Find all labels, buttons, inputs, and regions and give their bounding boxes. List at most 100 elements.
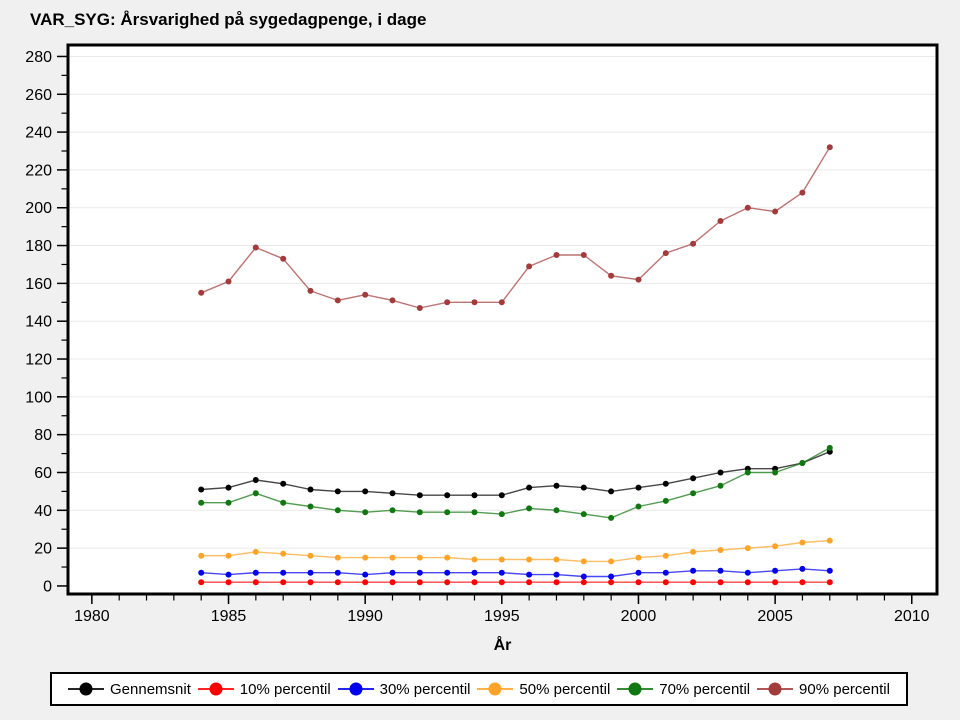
data-point bbox=[444, 569, 451, 576]
data-point bbox=[471, 579, 478, 586]
data-point bbox=[334, 488, 341, 495]
series-70-percentil bbox=[198, 444, 833, 521]
data-point bbox=[526, 505, 533, 512]
legend-marker-icon bbox=[477, 682, 514, 696]
y-tick-label: 80 bbox=[34, 427, 52, 444]
data-point bbox=[444, 299, 451, 306]
data-point bbox=[225, 579, 232, 586]
y-tick-label: 200 bbox=[25, 200, 52, 217]
data-point bbox=[307, 486, 314, 493]
data-point bbox=[334, 297, 341, 304]
data-point bbox=[717, 218, 724, 224]
data-point bbox=[471, 509, 478, 516]
y-tick-label: 220 bbox=[25, 162, 52, 179]
data-point bbox=[280, 550, 287, 557]
x-tick-label: 1985 bbox=[211, 608, 247, 625]
data-point bbox=[334, 507, 341, 514]
legend-item-90-percentil: 90% percentil bbox=[757, 681, 890, 698]
data-point bbox=[280, 579, 287, 586]
data-point bbox=[471, 569, 478, 576]
data-point bbox=[580, 558, 587, 565]
data-point bbox=[580, 579, 587, 586]
y-tick-label: 280 bbox=[25, 49, 52, 66]
data-point bbox=[362, 571, 369, 578]
data-point bbox=[580, 252, 587, 258]
x-axis: 1980 1985 1990 1995 2000 2005 2010 bbox=[74, 595, 930, 625]
y-tick-label: 100 bbox=[25, 389, 52, 406]
data-point bbox=[717, 547, 724, 553]
data-point bbox=[252, 477, 259, 483]
data-point bbox=[416, 554, 423, 561]
data-point bbox=[225, 552, 232, 559]
data-point bbox=[526, 263, 533, 270]
data-point bbox=[717, 579, 724, 586]
data-point bbox=[717, 469, 724, 476]
data-point bbox=[526, 571, 533, 578]
data-point bbox=[662, 579, 669, 586]
data-point bbox=[444, 492, 451, 499]
data-point bbox=[389, 579, 396, 586]
data-point bbox=[744, 204, 751, 211]
legend-marker-icon bbox=[197, 682, 234, 696]
data-point bbox=[635, 484, 642, 491]
series-90-percentil bbox=[198, 144, 833, 311]
plot-area: 0 20 40 60 80 100 120 140 160 180 200 220 240 260 280 1… bbox=[25, 43, 939, 625]
y-tick-label: 40 bbox=[34, 503, 52, 520]
data-point bbox=[280, 255, 287, 262]
data-point bbox=[416, 305, 423, 311]
data-point bbox=[252, 579, 259, 586]
legend-marker-icon bbox=[617, 682, 654, 696]
data-point bbox=[799, 539, 806, 546]
data-point bbox=[608, 514, 615, 521]
chart-title: VAR_SYG: Årsvarighed på sygedagpenge, i … bbox=[30, 10, 427, 29]
x-tick-label: 1980 bbox=[74, 608, 110, 625]
data-point bbox=[252, 490, 259, 497]
data-point bbox=[252, 244, 259, 251]
data-point bbox=[362, 488, 369, 495]
gridlines bbox=[70, 55, 935, 549]
data-point bbox=[444, 554, 451, 561]
data-point bbox=[389, 569, 396, 576]
data-point bbox=[198, 486, 205, 493]
data-point bbox=[662, 480, 669, 487]
x-tick-label: 2000 bbox=[621, 608, 657, 625]
data-point bbox=[608, 558, 615, 565]
data-point bbox=[772, 469, 779, 476]
data-point bbox=[362, 579, 369, 586]
data-point bbox=[416, 579, 423, 586]
data-point bbox=[690, 567, 697, 574]
series-50-percentil bbox=[198, 537, 833, 565]
data-point bbox=[744, 569, 751, 576]
data-point bbox=[389, 507, 396, 514]
legend-label: 90% percentil bbox=[799, 680, 890, 698]
data-point bbox=[553, 556, 560, 563]
y-tick-label: 120 bbox=[25, 352, 52, 369]
x-tick-label: 2010 bbox=[894, 608, 930, 625]
data-point bbox=[580, 511, 587, 518]
legend-item-70-percentil: 70% percentil bbox=[617, 681, 750, 698]
data-point bbox=[198, 499, 205, 506]
data-point bbox=[553, 571, 560, 578]
data-point bbox=[389, 297, 396, 304]
legend-item-50-percentil: 50% percentil bbox=[477, 681, 610, 698]
data-point bbox=[280, 499, 287, 506]
data-point bbox=[553, 579, 560, 586]
y-tick-label: 240 bbox=[25, 125, 52, 142]
data-point bbox=[662, 552, 669, 559]
y-tick-label: 180 bbox=[25, 238, 52, 255]
y-tick-label: 140 bbox=[25, 314, 52, 331]
data-point bbox=[471, 299, 478, 306]
data-point bbox=[389, 490, 396, 497]
data-point bbox=[498, 556, 505, 563]
data-point bbox=[553, 482, 560, 489]
legend-label: 30% percentil bbox=[379, 680, 471, 698]
data-point bbox=[553, 507, 560, 514]
data-point bbox=[498, 299, 505, 306]
data-point bbox=[498, 492, 505, 499]
data-point bbox=[799, 579, 806, 586]
data-point bbox=[225, 499, 232, 506]
data-point bbox=[416, 509, 423, 516]
legend-item-30-percentil: 30% percentil bbox=[337, 680, 471, 698]
data-point bbox=[635, 569, 642, 576]
